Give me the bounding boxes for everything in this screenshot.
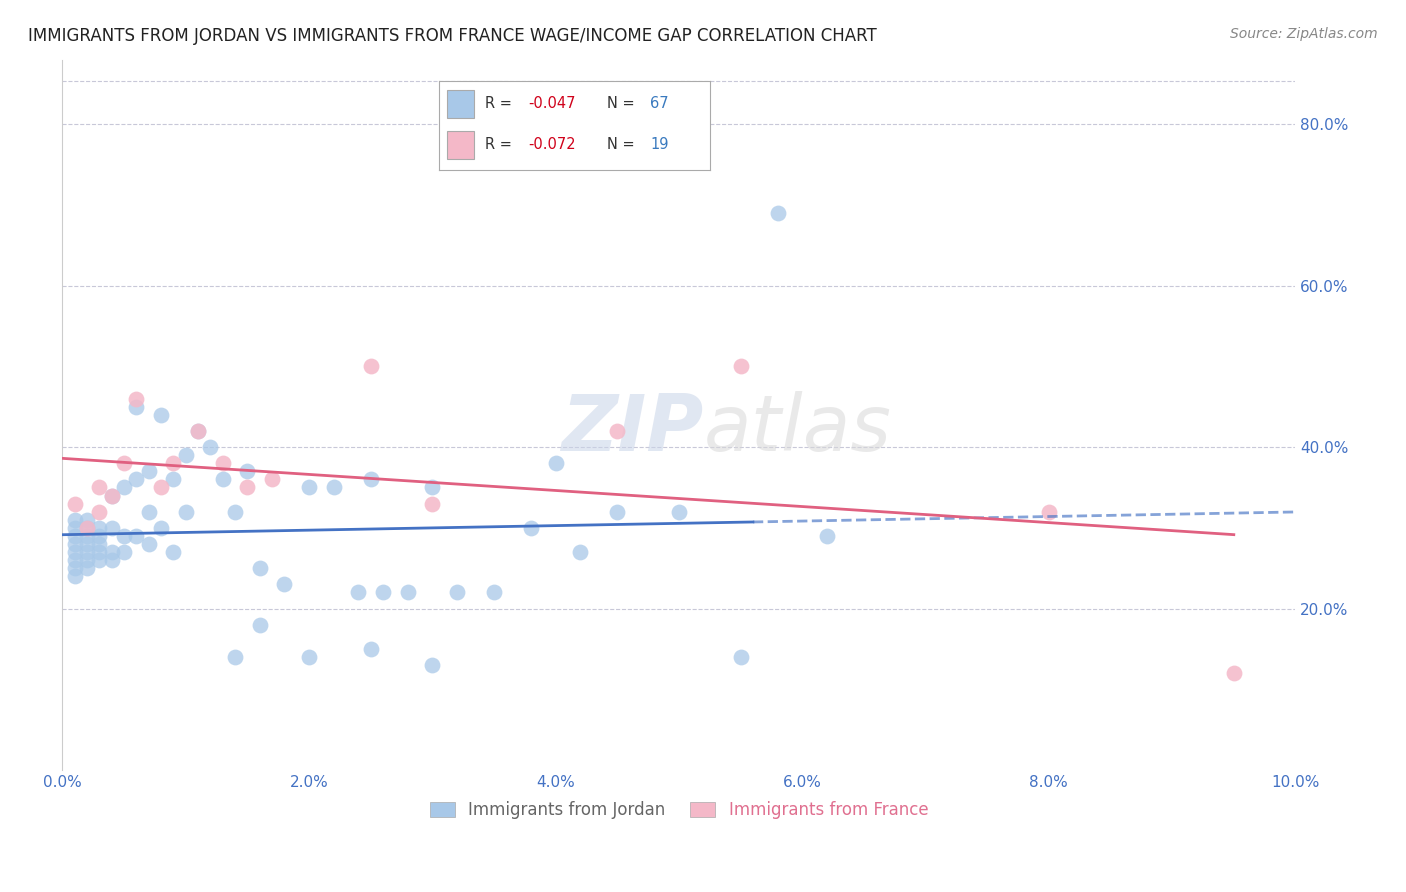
Point xyxy=(187,424,209,438)
Point xyxy=(89,529,111,543)
Point xyxy=(249,561,271,575)
Point xyxy=(63,545,86,559)
Point xyxy=(76,513,98,527)
Point xyxy=(101,489,124,503)
Point xyxy=(298,480,321,494)
Point xyxy=(138,464,160,478)
Point xyxy=(766,206,789,220)
Point xyxy=(125,400,148,414)
Point xyxy=(422,480,444,494)
Point xyxy=(211,456,233,470)
Point xyxy=(730,650,752,665)
Point xyxy=(101,489,124,503)
Point xyxy=(668,505,690,519)
Point xyxy=(112,529,135,543)
Point xyxy=(76,561,98,575)
Point xyxy=(322,480,344,494)
Point xyxy=(89,545,111,559)
Point xyxy=(76,529,98,543)
Point xyxy=(606,505,628,519)
Point xyxy=(101,553,124,567)
Point xyxy=(815,529,838,543)
Point xyxy=(162,545,184,559)
Point xyxy=(162,472,184,486)
Point xyxy=(89,537,111,551)
Text: ZIP: ZIP xyxy=(561,391,703,467)
Point xyxy=(606,424,628,438)
Point xyxy=(63,529,86,543)
Point xyxy=(544,456,567,470)
Point xyxy=(249,617,271,632)
Point xyxy=(1038,505,1060,519)
Point xyxy=(360,359,382,374)
Point xyxy=(360,472,382,486)
Point xyxy=(236,464,259,478)
Point xyxy=(76,545,98,559)
Point xyxy=(162,456,184,470)
Point xyxy=(125,392,148,406)
Point xyxy=(236,480,259,494)
Legend: Immigrants from Jordan, Immigrants from France: Immigrants from Jordan, Immigrants from … xyxy=(423,794,935,826)
Point xyxy=(63,561,86,575)
Point xyxy=(101,521,124,535)
Point xyxy=(360,641,382,656)
Point xyxy=(273,577,295,591)
Point xyxy=(174,505,197,519)
Point xyxy=(187,424,209,438)
Point xyxy=(224,650,246,665)
Point xyxy=(89,505,111,519)
Point xyxy=(150,521,173,535)
Point xyxy=(76,521,98,535)
Point xyxy=(89,521,111,535)
Point xyxy=(138,537,160,551)
Text: Source: ZipAtlas.com: Source: ZipAtlas.com xyxy=(1230,27,1378,41)
Point xyxy=(63,537,86,551)
Point xyxy=(730,359,752,374)
Point xyxy=(76,553,98,567)
Point xyxy=(63,513,86,527)
Point xyxy=(112,545,135,559)
Point xyxy=(347,585,370,599)
Point xyxy=(150,408,173,422)
Point xyxy=(76,537,98,551)
Point xyxy=(396,585,419,599)
Point xyxy=(482,585,505,599)
Point xyxy=(446,585,468,599)
Point xyxy=(211,472,233,486)
Point xyxy=(63,553,86,567)
Point xyxy=(125,529,148,543)
Text: atlas: atlas xyxy=(703,391,891,467)
Point xyxy=(138,505,160,519)
Point xyxy=(150,480,173,494)
Point xyxy=(101,545,124,559)
Point xyxy=(422,658,444,673)
Point xyxy=(63,497,86,511)
Point xyxy=(89,480,111,494)
Point xyxy=(125,472,148,486)
Point xyxy=(63,569,86,583)
Point xyxy=(1223,666,1246,681)
Point xyxy=(422,497,444,511)
Point xyxy=(298,650,321,665)
Point xyxy=(520,521,543,535)
Point xyxy=(89,553,111,567)
Point xyxy=(224,505,246,519)
Text: IMMIGRANTS FROM JORDAN VS IMMIGRANTS FROM FRANCE WAGE/INCOME GAP CORRELATION CHA: IMMIGRANTS FROM JORDAN VS IMMIGRANTS FRO… xyxy=(28,27,877,45)
Point xyxy=(371,585,394,599)
Point xyxy=(200,440,222,454)
Point xyxy=(76,521,98,535)
Point xyxy=(569,545,592,559)
Point xyxy=(112,456,135,470)
Point xyxy=(112,480,135,494)
Point xyxy=(262,472,284,486)
Point xyxy=(63,521,86,535)
Point xyxy=(174,448,197,462)
